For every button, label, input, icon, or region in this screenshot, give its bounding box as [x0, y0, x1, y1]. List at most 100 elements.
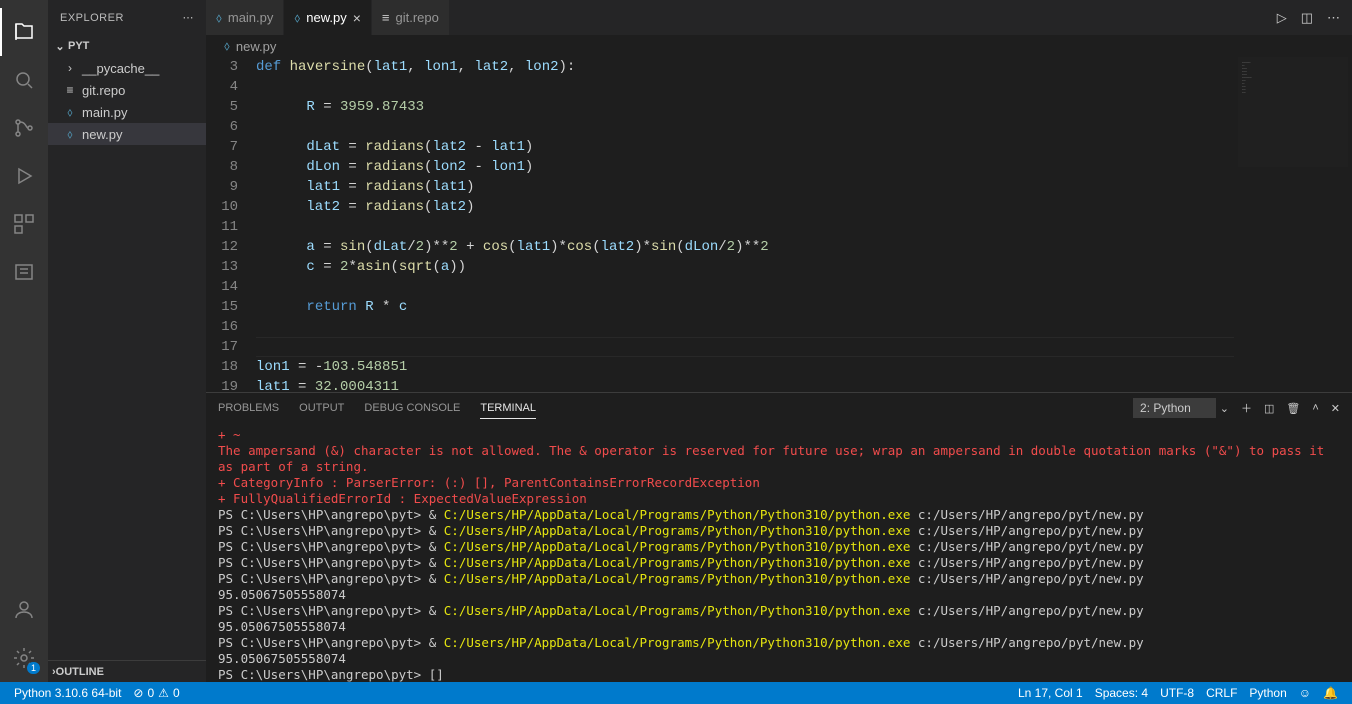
terminal-output[interactable]: + ~The ampersand (&) character is not al…	[206, 423, 1352, 682]
tab-label: main.py	[228, 10, 274, 25]
terminal-line: PS C:\Users\HP\angrepo\pyt> & C:/Users/H…	[218, 507, 1340, 523]
settings-badge: 1	[27, 662, 40, 674]
code-line: 4	[206, 77, 1352, 97]
sidebar-more-icon[interactable]: ⋯	[183, 11, 195, 24]
terminal-selector[interactable]: 2: Python	[1133, 398, 1216, 418]
panel-tab-problems[interactable]: PROBLEMS	[218, 398, 279, 418]
status-lang[interactable]: Python	[1243, 686, 1292, 700]
line-number: 8	[206, 157, 256, 177]
tree-item-git-repo[interactable]: ≡git.repo	[48, 79, 206, 101]
status-lncol[interactable]: Ln 17, Col 1	[1012, 686, 1089, 700]
chevron-down-icon: ⌄	[52, 40, 68, 53]
sidebar-folder-header[interactable]: ⌄ PYT	[48, 35, 206, 57]
line-number: 19	[206, 377, 256, 392]
terminal-line: PS C:\Users\HP\angrepo\pyt> & C:/Users/H…	[218, 635, 1340, 651]
code-line: 9 lat1 = radians(lat1)	[206, 177, 1352, 197]
editor-area: ⬨main.py⬨new.py×≡git.repo ▷ ◫ ⋯ ⬨ new.py…	[206, 0, 1352, 682]
activity-debug-icon[interactable]	[0, 152, 48, 200]
activity-extensions-icon[interactable]	[0, 200, 48, 248]
activity-testing-icon[interactable]	[0, 248, 48, 296]
activity-settings-icon[interactable]: 1	[0, 634, 48, 682]
tab-main-py[interactable]: ⬨main.py	[206, 0, 284, 35]
terminal-line: + FullyQualifiedErrorId : ExpectedValueE…	[218, 491, 1340, 507]
code-editor[interactable]: ▬▬▬▬▬▬▬▬▬▬▬▬▬▬▬▬▬▬▬▬▬▬▬▬▬▬▬▬▬▬▬▬▬▬▬▬▬▬▬▬…	[206, 57, 1352, 392]
code-line: 5 R = 3959.87433	[206, 97, 1352, 117]
tree-item-__pycache__[interactable]: ›__pycache__	[48, 57, 206, 79]
line-number: 18	[206, 357, 256, 377]
status-spaces[interactable]: Spaces: 4	[1089, 686, 1154, 700]
line-number: 6	[206, 117, 256, 137]
code-line: 8 dLon = radians(lon2 - lon1)	[206, 157, 1352, 177]
tree-item-label: __pycache__	[82, 61, 159, 76]
terminal-line: + CategoryInfo : ParserError: (:) [], Pa…	[218, 475, 1340, 491]
status-eol[interactable]: CRLF	[1200, 686, 1243, 700]
line-number: 16	[206, 317, 256, 337]
terminal-line: PS C:\Users\HP\angrepo\pyt> & C:/Users/H…	[218, 571, 1340, 587]
status-errors[interactable]: ⊘0 ⚠0	[127, 686, 185, 700]
code-line: 6	[206, 117, 1352, 137]
more-icon[interactable]: ⋯	[1327, 10, 1340, 26]
breadcrumb-label: new.py	[236, 39, 276, 54]
run-icon[interactable]: ▷	[1277, 10, 1287, 26]
terminal-line: The ampersand (&) character is not allow…	[218, 443, 1340, 475]
activity-scm-icon[interactable]	[0, 104, 48, 152]
breadcrumb[interactable]: ⬨ new.py	[206, 35, 1352, 57]
python-file-icon: ⬨	[224, 38, 230, 54]
line-number: 15	[206, 297, 256, 317]
warning-icon: ⚠	[158, 686, 169, 700]
minimap[interactable]: ▬▬▬▬▬▬▬▬▬▬▬▬▬▬▬▬▬▬▬▬▬▬▬▬▬▬▬▬▬▬▬▬▬▬▬▬▬▬▬▬…	[1238, 57, 1348, 167]
outline-header[interactable]: › OUTLINE	[48, 660, 206, 682]
terminal-dropdown-icon[interactable]: ⌄	[1220, 402, 1229, 415]
tab-actions: ▷ ◫ ⋯	[1277, 0, 1352, 35]
line-number: 14	[206, 277, 256, 297]
tab-git-repo[interactable]: ≡git.repo	[372, 0, 450, 35]
maximize-panel-icon[interactable]: ˄	[1312, 402, 1318, 414]
terminal-line: PS C:\Users\HP\angrepo\pyt> & C:/Users/H…	[218, 523, 1340, 539]
panel-tab-terminal[interactable]: TERMINAL	[480, 398, 536, 419]
panel-tab-output[interactable]: OUTPUT	[299, 398, 344, 418]
tree-item-label: main.py	[82, 105, 128, 120]
sidebar-folder-label: PYT	[68, 40, 89, 52]
line-number: 10	[206, 197, 256, 217]
activity-bar: 1	[0, 0, 48, 682]
code-line: 13 c = 2*asin(sqrt(a))	[206, 257, 1352, 277]
code-line: 3def haversine(lat1, lon1, lat2, lon2):	[206, 57, 1352, 77]
line-number: 9	[206, 177, 256, 197]
panel-tabs: PROBLEMS OUTPUT DEBUG CONSOLE TERMINAL 2…	[206, 393, 1352, 423]
code-line: 11	[206, 217, 1352, 237]
status-bar: Python 3.10.6 64-bit ⊘0 ⚠0 Ln 17, Col 1 …	[0, 682, 1352, 704]
tree-item-label: git.repo	[82, 83, 125, 98]
code-line: 18lon1 = -103.548851	[206, 357, 1352, 377]
status-bell-icon[interactable]: 🔔	[1317, 686, 1344, 700]
close-tab-icon[interactable]: ×	[353, 10, 361, 26]
new-terminal-icon[interactable]: ＋	[1241, 400, 1252, 416]
code-line: 16	[206, 317, 1352, 337]
panel-tab-debug[interactable]: DEBUG CONSOLE	[364, 398, 460, 418]
activity-search-icon[interactable]	[0, 56, 48, 104]
line-number: 13	[206, 257, 256, 277]
tree-item-main-py[interactable]: ⬨main.py	[48, 101, 206, 123]
split-editor-icon[interactable]: ◫	[1301, 10, 1313, 26]
status-encoding[interactable]: UTF-8	[1154, 686, 1200, 700]
status-feedback-icon[interactable]: ☺	[1293, 686, 1317, 700]
tab-new-py[interactable]: ⬨new.py×	[284, 0, 372, 35]
terminal-line: PS C:\Users\HP\angrepo\pyt> & C:/Users/H…	[218, 539, 1340, 555]
tree-item-new-py[interactable]: ⬨new.py	[48, 123, 206, 145]
tab-label: git.repo	[396, 10, 439, 25]
split-terminal-icon[interactable]: ◫	[1264, 402, 1274, 415]
sidebar-title: EXPLORER ⋯	[48, 0, 206, 35]
code-line: 15 return R * c	[206, 297, 1352, 317]
status-python-version[interactable]: Python 3.10.6 64-bit	[8, 686, 127, 700]
activity-account-icon[interactable]	[0, 586, 48, 634]
code-line: 19lat1 = 32.0004311	[206, 377, 1352, 392]
sidebar: EXPLORER ⋯ ⌄ PYT ›__pycache__≡git.repo⬨m…	[48, 0, 206, 682]
code-line: 12 a = sin(dLat/2)**2 + cos(lat1)*cos(la…	[206, 237, 1352, 257]
line-number: 17	[206, 337, 256, 357]
activity-explorer-icon[interactable]	[0, 8, 48, 56]
kill-terminal-icon[interactable]: 🗑	[1286, 402, 1300, 415]
line-number: 5	[206, 97, 256, 117]
line-number: 7	[206, 137, 256, 157]
line-number: 4	[206, 77, 256, 97]
close-panel-icon[interactable]: ✕	[1331, 402, 1340, 415]
terminal-line: 95.05067505558074	[218, 619, 1340, 635]
